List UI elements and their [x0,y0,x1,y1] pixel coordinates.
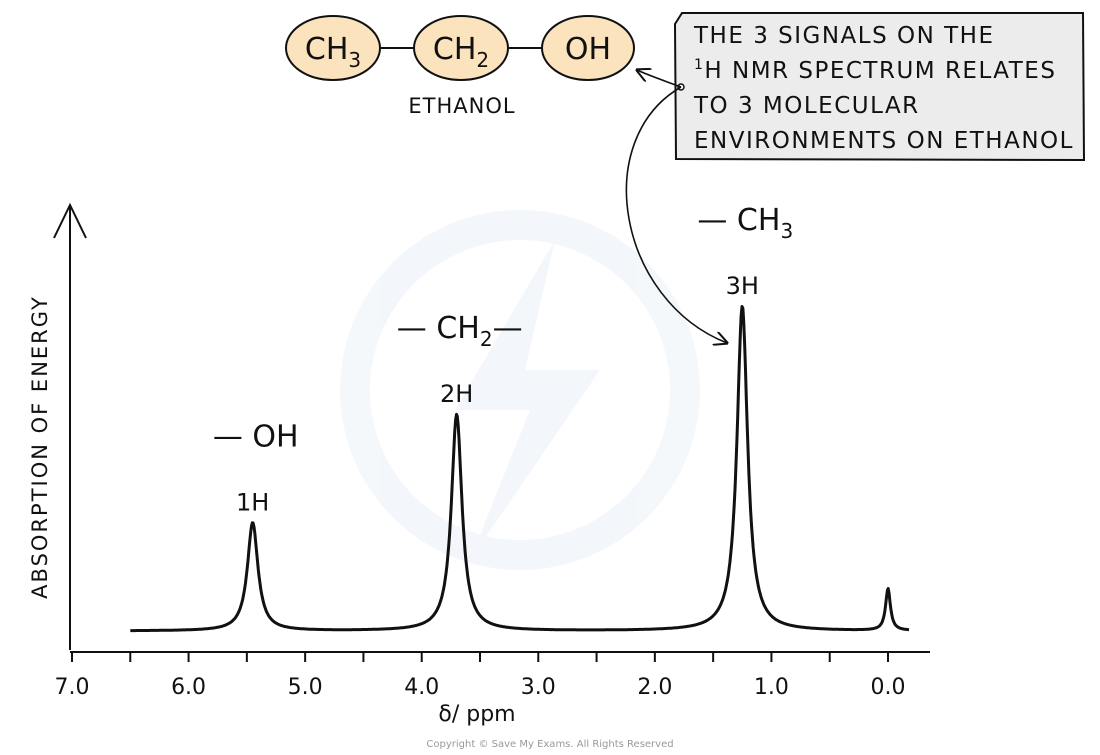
peak-group-label: — CH2— [397,311,523,351]
oh-ellipse [541,15,635,81]
peak-integration-label: 2H [440,380,473,408]
x-tick-label: 6.0 [171,675,206,700]
molecule-name: ETHANOL [408,94,515,118]
copyright-notice: Copyright © Save My Exams. All Rights Re… [426,739,673,750]
x-tick-label: 4.0 [404,675,439,700]
peak-labels: 1H 2H 3H [236,272,759,517]
x-axis-tick-labels: 7.0 6.0 5.0 4.0 3.0 2.0 1.0 0.0 [55,675,906,700]
callout-line-3: TO 3 MOLECULAR [693,93,920,119]
x-tick-label: 2.0 [637,675,672,700]
peak-group-label: — OH [213,419,299,454]
callout-line-2: 1H NMR SPECTRUM RELATES [694,57,1056,84]
spectrum-trace [129,305,910,633]
x-axis-title: δ/ ppm [438,702,515,727]
x-tick-label: 7.0 [55,675,90,700]
x-tick-label: 5.0 [288,675,323,700]
ethanol-molecule: CH3 CH2 OH ETHANOL [285,15,635,118]
x-axis-ticks [71,652,889,662]
arrow-to-ethanol [637,70,682,88]
y-axis-title: ABSORPTION OF ENERGY [28,295,52,599]
y-axis-arrowhead [53,202,87,239]
callout-box: THE 3 SIGNALS ON THE 1H NMR SPECTRUM REL… [673,12,1086,162]
group-labels: — OH — CH2— — CH3 [213,203,793,455]
ch3-ellipse [285,15,381,81]
callout-line-4: ENVIRONMENTS ON ETHANOL [694,128,1074,154]
callout-border [673,12,1086,162]
ch3-group-label: CH3 [305,32,361,72]
x-tick-label: 3.0 [521,675,556,700]
oh-group-label: OH [565,32,611,67]
ch2-group-label: CH2 [433,32,489,72]
x-tick-label: 0.0 [871,675,906,700]
ch2-ellipse [413,15,509,81]
arrow-to-spectrum [625,86,727,343]
peak-integration-label: 3H [726,272,759,300]
x-tick-label: 1.0 [754,675,789,700]
callout-arrows [625,70,727,343]
nmr-chart: 7.0 6.0 5.0 4.0 3.0 2.0 1.0 0.0 1H 2H 3H — OH — CH… [28,202,930,727]
watermark-logo [340,210,700,570]
peak-group-label: — CH3 [697,203,793,243]
callout-line-1: THE 3 SIGNALS ON THE [693,23,995,49]
peak-integration-label: 1H [236,488,269,516]
